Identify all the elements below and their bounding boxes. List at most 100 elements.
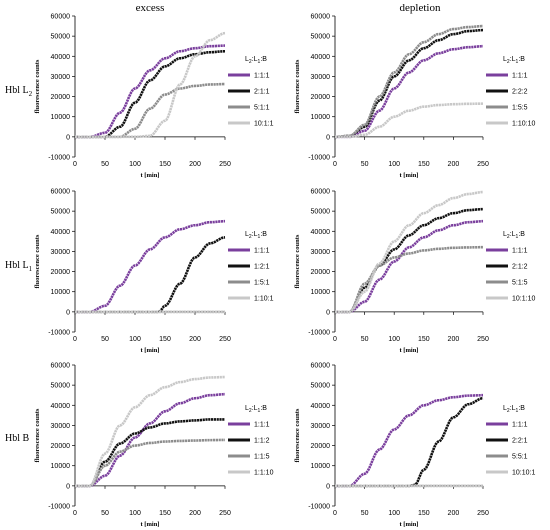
series-line-2:2:1 bbox=[334, 396, 484, 488]
legend-entry: 5:1:5 bbox=[512, 280, 528, 287]
y-tick-label: 10000 bbox=[51, 463, 71, 470]
legend-entry: 2:1:2 bbox=[512, 264, 528, 271]
y-tick-label: 50000 bbox=[51, 383, 71, 390]
y-tick-label: 20000 bbox=[51, 94, 71, 101]
x-tick-label: 150 bbox=[159, 510, 171, 517]
y-tick-label: 0 bbox=[66, 483, 70, 490]
x-tick-label: 200 bbox=[448, 336, 460, 343]
series-line-5:1:1 bbox=[74, 82, 226, 139]
y-tick-label: 30000 bbox=[51, 74, 71, 81]
y-tick-label: -10000 bbox=[308, 155, 330, 162]
y-axis-label: fluorescence counts bbox=[34, 234, 41, 288]
row-label-text: Hbl L bbox=[5, 260, 29, 271]
legend-title: L2:L1:B bbox=[503, 405, 525, 414]
x-axis-label: t [min] bbox=[400, 172, 419, 179]
x-tick-label: 0 bbox=[73, 161, 77, 168]
x-tick-label: 200 bbox=[189, 161, 201, 168]
series-line-2:2:2 bbox=[334, 28, 484, 139]
series-line-1:5:5 bbox=[334, 24, 484, 139]
legend-entry: 1:1:1 bbox=[254, 73, 270, 80]
y-tick-label: 20000 bbox=[51, 443, 71, 450]
series-line-1:1:1 bbox=[74, 44, 226, 139]
x-tick-label: 50 bbox=[361, 510, 369, 517]
x-tick-label: 50 bbox=[361, 161, 369, 168]
legend-entry: 1:1:2 bbox=[254, 438, 270, 445]
x-tick-label: 250 bbox=[219, 161, 231, 168]
y-tick-label: 60000 bbox=[51, 14, 71, 21]
y-tick-label: 0 bbox=[326, 483, 330, 490]
legend-entry: 5:5:1 bbox=[512, 454, 528, 461]
x-axis-label: t [min] bbox=[141, 347, 160, 354]
y-tick-label: 60000 bbox=[311, 189, 331, 196]
y-tick-label: 10000 bbox=[51, 114, 71, 121]
y-tick-label: 60000 bbox=[51, 363, 71, 370]
legend-entry: 1:1:1 bbox=[512, 248, 528, 255]
x-tick-label: 250 bbox=[477, 510, 489, 517]
x-tick-label: 150 bbox=[418, 336, 430, 343]
x-axis-label: t [min] bbox=[400, 521, 419, 528]
y-axis-label: fluorescence counts bbox=[294, 408, 301, 462]
y-tick-label: 40000 bbox=[51, 229, 71, 236]
x-tick-label: 200 bbox=[189, 510, 201, 517]
x-tick-label: 250 bbox=[477, 161, 489, 168]
y-tick-label: 50000 bbox=[311, 209, 331, 216]
series-line-1:1:1 bbox=[334, 393, 484, 488]
y-tick-label: 0 bbox=[326, 134, 330, 141]
x-tick-label: 50 bbox=[361, 336, 369, 343]
y-tick-label: 30000 bbox=[311, 249, 331, 256]
y-tick-label: 10000 bbox=[311, 114, 331, 121]
legend-entry: 1:1:5 bbox=[254, 454, 270, 461]
y-tick-label: 20000 bbox=[311, 443, 331, 450]
y-tick-label: 0 bbox=[66, 134, 70, 141]
y-tick-label: -10000 bbox=[48, 155, 70, 162]
x-tick-label: 0 bbox=[333, 336, 337, 343]
legend-title: L2:L1:B bbox=[245, 405, 267, 414]
y-tick-label: 40000 bbox=[51, 54, 71, 61]
legend-entry: 1:1:1 bbox=[512, 73, 528, 80]
row-label-text: Hbl L bbox=[5, 85, 29, 96]
x-axis-label: t [min] bbox=[141, 521, 160, 528]
legend-title: L2:L1:B bbox=[503, 231, 525, 240]
y-tick-label: 0 bbox=[66, 309, 70, 316]
legend-entry: 10:1:1 bbox=[254, 121, 274, 128]
x-tick-label: 250 bbox=[477, 336, 489, 343]
y-tick-label: 60000 bbox=[311, 14, 331, 21]
legend-entry: 1:10:10 bbox=[512, 121, 535, 128]
x-tick-label: 250 bbox=[219, 510, 231, 517]
x-tick-label: 100 bbox=[129, 336, 141, 343]
row-label-text: Hbl B bbox=[5, 433, 30, 444]
series-line-1:1:10 bbox=[74, 375, 226, 488]
y-axis-label: fluorescence counts bbox=[294, 234, 301, 288]
series-line-1:1:1 bbox=[334, 219, 484, 314]
legend-entry: 2:2:2 bbox=[512, 89, 528, 96]
y-tick-label: 50000 bbox=[311, 383, 331, 390]
y-tick-label: 20000 bbox=[311, 269, 331, 276]
y-tick-label: 30000 bbox=[311, 74, 331, 81]
x-tick-label: 0 bbox=[333, 510, 337, 517]
legend-entry: 1:10:1 bbox=[254, 296, 274, 303]
legend-title: L2:L1:B bbox=[503, 56, 525, 65]
legend-entry: 1:5:1 bbox=[254, 280, 270, 287]
y-axis-label: fluorescence counts bbox=[34, 408, 41, 462]
x-tick-label: 150 bbox=[159, 161, 171, 168]
legend-entry: 1:5:5 bbox=[512, 105, 528, 112]
y-tick-label: -10000 bbox=[48, 330, 70, 337]
y-tick-label: 0 bbox=[326, 309, 330, 316]
y-tick-label: 50000 bbox=[51, 209, 71, 216]
series-line-1:1:5 bbox=[74, 438, 226, 488]
legend-entry: 10:10:1 bbox=[512, 470, 535, 477]
y-tick-label: -10000 bbox=[308, 504, 330, 511]
y-tick-label: 20000 bbox=[51, 269, 71, 276]
x-axis-label: t [min] bbox=[400, 347, 419, 354]
y-tick-label: 10000 bbox=[311, 463, 331, 470]
row-label-hbl-b: Hbl B bbox=[5, 433, 30, 444]
series-line-1:10:10 bbox=[334, 102, 484, 139]
y-tick-label: 40000 bbox=[311, 403, 331, 410]
legend-entry: 5:1:1 bbox=[254, 105, 270, 112]
x-tick-label: 150 bbox=[418, 161, 430, 168]
